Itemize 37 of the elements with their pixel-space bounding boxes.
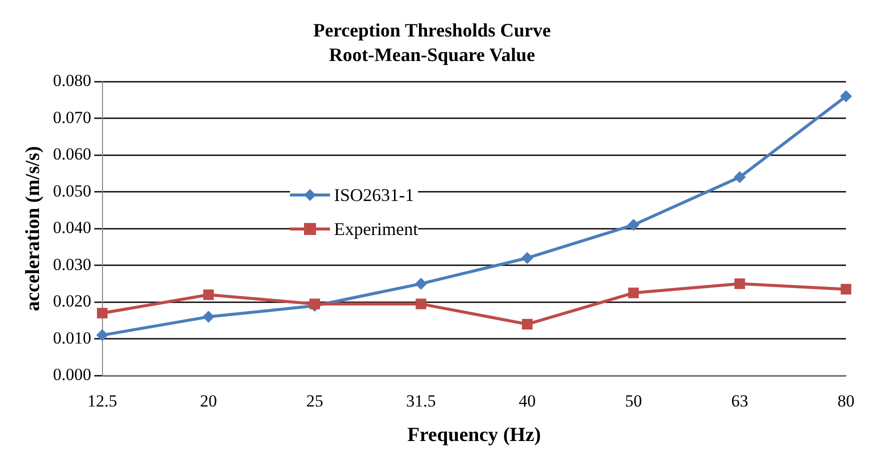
point: [734, 278, 746, 290]
y-tick-label: 0.070: [53, 108, 92, 127]
point: [521, 252, 534, 264]
x-tick-label: 80: [838, 391, 854, 410]
point: [415, 278, 427, 290]
x-tick-label: 20: [200, 391, 217, 410]
point: [840, 284, 852, 295]
point: [734, 171, 746, 184]
x-tick-label: 12.5: [87, 391, 118, 410]
point: [628, 288, 639, 298]
legend-label: Experiment: [334, 218, 418, 241]
point: [202, 310, 214, 323]
y-tick-label: 0.060: [53, 144, 92, 164]
y-tick-label: 0.030: [53, 254, 92, 274]
point: [416, 298, 426, 310]
y-tick-label: 0.050: [53, 181, 92, 200]
chart-title: Perception Thresholds Curve: [313, 20, 551, 42]
x-tick-label: 50: [625, 391, 642, 410]
legend-label: ISO2631-1: [334, 184, 414, 207]
point: [203, 289, 214, 300]
x-tick-label: 40: [518, 391, 536, 410]
x-tick-label: 63: [731, 391, 748, 410]
point: [628, 218, 640, 231]
y-tick-label: 0.020: [53, 292, 92, 311]
point: [96, 308, 108, 318]
point: [309, 298, 320, 310]
y-tick-label: 0.000: [53, 365, 92, 384]
y-axis-title: acceleration (m/s/s): [22, 146, 44, 312]
y-tick-label: 0.080: [53, 71, 92, 90]
x-tick-label: 31.5: [406, 391, 436, 410]
point: [522, 318, 533, 330]
chart-subtitle: Root-Mean-Square Value: [328, 45, 536, 66]
point: [840, 90, 852, 102]
y-tick-label: 0.010: [53, 328, 92, 348]
x-tick-label: 25: [306, 391, 324, 410]
y-tick-label: 0.040: [53, 218, 92, 238]
x-axis-title: Frequency (Hz): [407, 424, 541, 446]
